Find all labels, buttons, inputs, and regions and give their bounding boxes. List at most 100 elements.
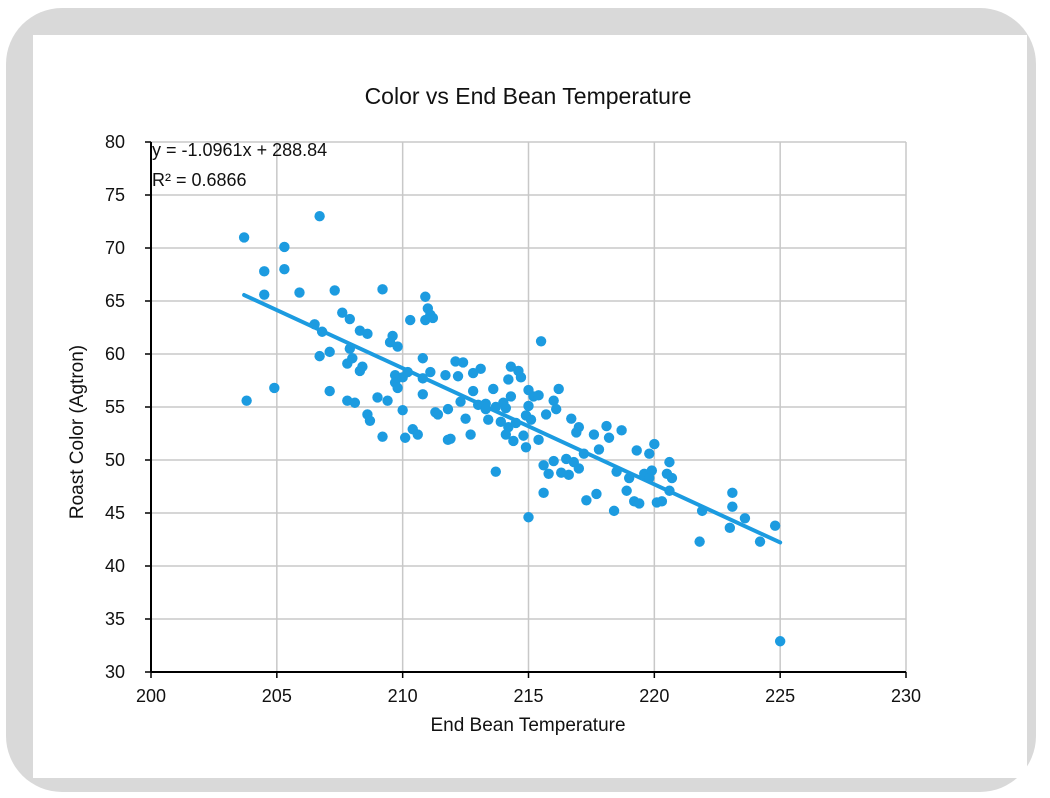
data-point: [634, 498, 645, 509]
data-point: [538, 487, 549, 499]
data-point: [649, 438, 660, 450]
data-point: [427, 312, 439, 324]
data-point: [440, 370, 451, 381]
trendline-equation: y = -1.0961x + 288.84: [152, 140, 327, 160]
data-point: [495, 416, 507, 428]
data-point: [420, 291, 431, 302]
data-point: [518, 430, 529, 441]
frame-background: Color vs End Bean Temperature 200 205 210 2…: [6, 8, 1036, 792]
data-point: [337, 307, 348, 318]
data-point: [523, 400, 534, 412]
trendline: [242, 293, 783, 545]
data-point: [646, 465, 658, 476]
data-point: [510, 417, 522, 429]
y-tick-label: 65: [105, 291, 125, 311]
data-point: [664, 485, 675, 496]
data-point: [467, 385, 479, 397]
y-tick-label: 75: [105, 185, 125, 205]
x-tick-label: 215: [513, 686, 543, 706]
data-point: [601, 420, 612, 432]
y-tick-label: 35: [105, 609, 125, 629]
data-point: [611, 466, 622, 477]
data-point: [465, 429, 476, 440]
data-point: [548, 395, 559, 406]
data-point: [664, 456, 675, 468]
data-point: [417, 373, 428, 384]
data-point: [344, 343, 356, 354]
x-tick-label: 205: [262, 686, 292, 706]
data-point: [347, 353, 358, 364]
data-point: [593, 444, 605, 455]
data-point: [316, 326, 328, 337]
data-point: [535, 336, 547, 347]
data-point: [505, 361, 517, 372]
axes: [145, 141, 907, 678]
data-point: [616, 425, 627, 436]
y-tick-label: 50: [105, 450, 125, 470]
data-point: [623, 472, 635, 484]
data-point: [603, 432, 615, 443]
data-point: [314, 350, 325, 362]
x-tick-label: 225: [765, 686, 795, 706]
data-point: [490, 401, 501, 413]
data-point: [279, 264, 290, 275]
data-point: [279, 241, 290, 253]
data-point: [566, 413, 577, 424]
data-point: [480, 403, 491, 415]
y-tick-label: 30: [105, 662, 125, 682]
data-point: [581, 495, 592, 506]
x-tick-label: 230: [891, 686, 921, 706]
data-point: [540, 409, 552, 420]
data-point: [387, 330, 398, 342]
r-squared-label: R² = 0.6866: [152, 170, 247, 190]
data-point: [309, 319, 320, 330]
data-point: [503, 421, 514, 433]
data-point: [488, 383, 499, 395]
data-point: [324, 346, 335, 358]
data-point: [543, 468, 554, 479]
data-point: [538, 460, 549, 471]
data-point: [397, 404, 408, 416]
data-point: [483, 414, 494, 425]
data-point: [475, 363, 486, 375]
data-point: [631, 445, 642, 456]
data-point: [694, 536, 705, 547]
data-point: [324, 385, 335, 397]
tick-labels: 200 205 210 215 220 225 230 30 35 40 45 50 55 60 65 70 7…: [105, 132, 921, 706]
data-point: [425, 366, 436, 378]
data-point: [490, 466, 501, 477]
data-point: [520, 442, 532, 453]
data-point: [588, 429, 600, 440]
data-point: [349, 397, 361, 408]
y-tick-label: 55: [105, 397, 125, 417]
data-point: [523, 512, 534, 523]
x-axis-title: End Bean Temperature: [430, 715, 625, 736]
data-point: [727, 487, 738, 499]
data-point: [417, 353, 428, 364]
data-point: [269, 382, 280, 394]
data-point: [550, 403, 562, 415]
y-tick-label: 70: [105, 238, 125, 258]
data-point: [525, 414, 537, 425]
data-point: [294, 287, 305, 298]
data-point: [621, 485, 632, 496]
data-point: [774, 636, 786, 647]
grid: [151, 141, 907, 672]
data-point: [357, 361, 368, 372]
data-point: [377, 431, 388, 442]
data-point: [591, 488, 602, 500]
data-point: [442, 403, 454, 415]
x-tick-label: 210: [388, 686, 418, 706]
data-points: [238, 211, 786, 647]
data-point: [467, 367, 479, 379]
data-point: [377, 284, 388, 295]
data-point: [573, 463, 585, 474]
data-point: [656, 496, 668, 507]
data-point: [666, 472, 678, 484]
data-point: [608, 505, 620, 517]
data-point: [548, 455, 559, 467]
data-point: [392, 341, 403, 352]
data-point: [329, 285, 340, 296]
data-point: [457, 357, 469, 368]
data-point: [455, 396, 466, 407]
